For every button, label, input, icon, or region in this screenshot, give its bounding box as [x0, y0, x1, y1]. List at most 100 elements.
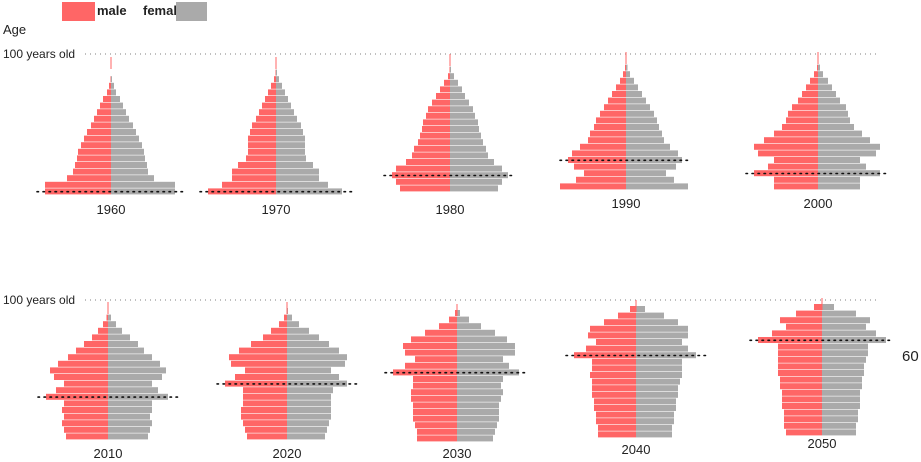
bar-female-1970-band-10	[276, 122, 301, 129]
bar-male-1960-band-5	[77, 155, 111, 162]
bar-female-2030-band-19	[457, 310, 460, 316]
bar-female-2040-band-2	[636, 418, 674, 425]
bar-male-1980-band-0	[400, 185, 450, 192]
year-label-2030: 2030	[443, 446, 472, 461]
bar-female-2040-band-1	[636, 424, 672, 431]
bar-female-1990-band-9	[626, 124, 659, 130]
bar-male-2000-band-6	[754, 143, 818, 150]
bar-male-2030-band-11	[405, 362, 457, 369]
bar-female-2010-band-17	[108, 321, 116, 328]
bar-female-2010-band-15	[108, 334, 130, 341]
bar-male-1980-band-5	[412, 152, 450, 159]
bar-male-2000-band-9	[782, 124, 818, 130]
bar-male-2000-band-2	[754, 170, 818, 177]
bar-female-2040-band-10	[636, 365, 682, 372]
bar-female-1980-band-1	[450, 178, 502, 185]
bar-male-2010-band-13	[76, 347, 108, 354]
bar-female-1980-band-3	[450, 165, 502, 172]
pyramid-2030: 2030	[384, 304, 530, 461]
bar-male-1960-band-14	[103, 96, 111, 102]
bar-male-2010-band-8	[64, 380, 108, 387]
bar-male-2040-band-11	[592, 358, 636, 365]
bar-female-2010-band-8	[108, 380, 152, 387]
bar-female-2010-band-3	[108, 413, 150, 420]
bar-male-2020-band-1	[245, 426, 287, 433]
bar-female-2040-band-8	[636, 378, 680, 385]
bar-male-2040-band-9	[590, 372, 636, 378]
bar-female-2010-band-0	[108, 433, 148, 440]
bar-male-2000-band-12	[792, 104, 818, 111]
bar-male-2050-band-17	[780, 317, 822, 324]
bar-female-2030-band-15	[457, 336, 507, 343]
bar-male-2020-band-5	[243, 400, 287, 407]
bar-female-1980-band-7	[450, 139, 483, 146]
bar-male-2010-band-4	[62, 407, 108, 413]
bar-female-2030-band-1	[457, 428, 495, 435]
bar-female-2020-band-6	[287, 393, 331, 400]
bar-male-1970-band-11	[256, 115, 276, 122]
bar-female-2000-band-11	[818, 110, 848, 117]
bar-male-2040-band-7	[592, 385, 636, 392]
bar-female-1990-band-18	[626, 64, 628, 71]
bar-male-2020-band-13	[239, 347, 287, 354]
bar-female-2040-band-11	[636, 358, 682, 365]
bar-female-2010-band-4	[108, 407, 152, 413]
bar-male-2010-band-18	[106, 314, 108, 321]
bar-female-2040-band-3	[636, 411, 674, 418]
bar-female-2040-band-5	[636, 398, 676, 405]
marker-age-label: 60	[902, 348, 919, 365]
bar-female-1980-band-9	[450, 126, 479, 132]
year-label-2020: 2020	[273, 446, 302, 461]
bar-male-2020-band-12	[229, 354, 287, 361]
bar-male-1960-band-4	[75, 162, 111, 168]
bar-male-2000-band-17	[814, 71, 818, 78]
bar-male-2000-band-0	[774, 183, 818, 190]
bar-female-1980-band-18	[450, 66, 451, 73]
bar-male-1970-band-15	[268, 89, 276, 96]
bar-male-2010-band-2	[62, 420, 108, 427]
bar-male-1980-band-9	[422, 126, 450, 132]
bar-male-2050-band-8	[780, 376, 822, 383]
bar-male-2010-band-6	[46, 393, 108, 400]
bar-male-2040-band-6	[592, 391, 636, 398]
bar-male-2030-band-8	[413, 382, 457, 389]
bar-male-2030-band-6	[411, 395, 457, 402]
bar-female-2050-band-1	[822, 422, 856, 429]
bar-female-1960-band-5	[111, 155, 145, 162]
bar-female-2030-band-5	[457, 402, 499, 409]
bar-male-1960-band-1	[45, 181, 111, 188]
bar-male-1960-band-7	[81, 142, 111, 149]
bar-male-2030-band-12	[415, 356, 457, 363]
bar-male-1980-band-14	[436, 93, 450, 99]
bar-female-2020-band-1	[287, 426, 327, 433]
bar-female-2020-band-10	[287, 367, 331, 374]
bar-male-2010-band-14	[84, 341, 108, 347]
bar-male-2050-band-4	[782, 403, 822, 409]
bar-male-1970-band-14	[265, 96, 276, 102]
bar-female-2040-band-12	[636, 352, 696, 359]
bar-male-2030-band-4	[413, 409, 457, 415]
bar-male-1990-band-13	[608, 97, 626, 104]
bar-male-1970-band-12	[259, 109, 276, 116]
bar-female-1960-band-13	[111, 102, 123, 109]
bar-female-2020-band-5	[287, 400, 331, 407]
bar-female-2050-band-7	[822, 383, 862, 390]
pyramid-1980: 1980	[383, 54, 517, 217]
bar-female-1990-band-17	[626, 71, 630, 78]
bar-male-1960-band-12	[97, 109, 111, 116]
pyramid-2020: 2020	[216, 302, 358, 461]
legend-label-male: male	[97, 3, 127, 18]
bar-male-1970-band-8	[248, 135, 276, 142]
bar-female-2040-band-14	[636, 339, 682, 345]
bar-male-1980-band-1	[396, 178, 450, 185]
bar-male-2000-band-16	[810, 77, 818, 84]
bar-male-1970-band-10	[252, 122, 276, 129]
bar-female-2040-band-15	[636, 332, 688, 339]
bar-female-1970-band-15	[276, 89, 285, 96]
bar-female-1970-band-1	[276, 181, 328, 188]
bar-male-2000-band-8	[774, 130, 818, 137]
bar-female-2050-band-9	[822, 370, 864, 376]
bar-female-2010-band-14	[108, 341, 138, 347]
bar-female-2050-band-11	[822, 356, 866, 363]
bar-female-2050-band-16	[822, 323, 866, 330]
